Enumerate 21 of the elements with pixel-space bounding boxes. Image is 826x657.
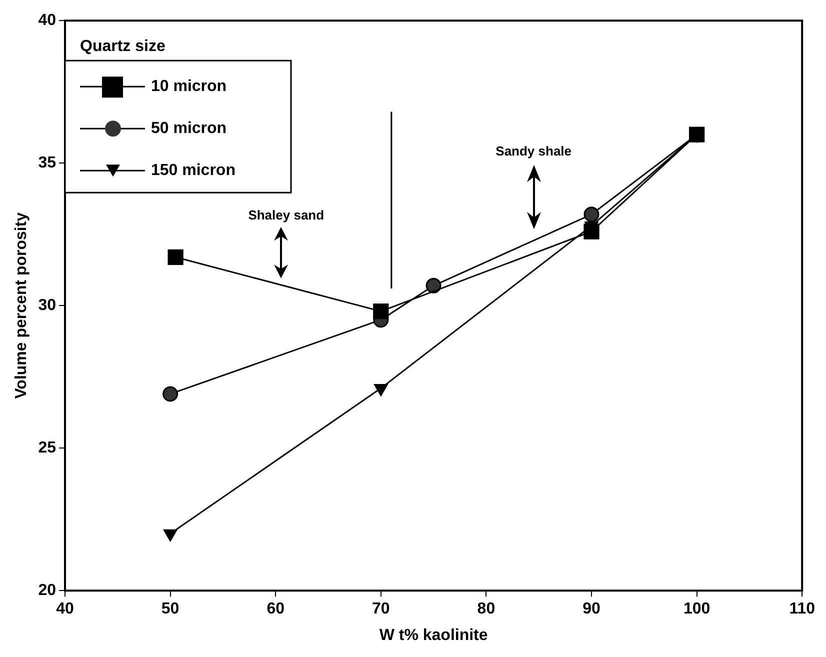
x-tick-label: 50 xyxy=(161,600,180,618)
x-tick-label: 90 xyxy=(582,600,600,618)
x-tick-label: 100 xyxy=(683,600,710,618)
y-tick-label: 30 xyxy=(38,297,56,314)
annotation: Sandy shale xyxy=(496,143,572,158)
x-tick-label: 80 xyxy=(477,600,496,618)
annotation: Shaley sand xyxy=(248,207,324,222)
legend-title: Quartz size xyxy=(80,38,166,56)
x-tick-label: 110 xyxy=(789,600,816,618)
x-tick-label: 60 xyxy=(266,600,285,618)
y-tick-label: 20 xyxy=(38,582,56,600)
y-tick-label: 35 xyxy=(38,154,56,172)
x-axis-title: W t% kaolinite xyxy=(379,626,488,644)
y-tick-label: 40 xyxy=(38,12,56,30)
x-tick-label: 70 xyxy=(372,600,390,618)
legend-label: 50 micron xyxy=(150,120,227,138)
x-tick-label: 40 xyxy=(56,600,74,618)
legend-label: 10 micron xyxy=(150,78,227,96)
legend-label: 150 micron xyxy=(150,162,236,180)
y-axis-title: Volume percent porosity xyxy=(13,212,30,399)
y-tick-label: 25 xyxy=(38,440,56,457)
